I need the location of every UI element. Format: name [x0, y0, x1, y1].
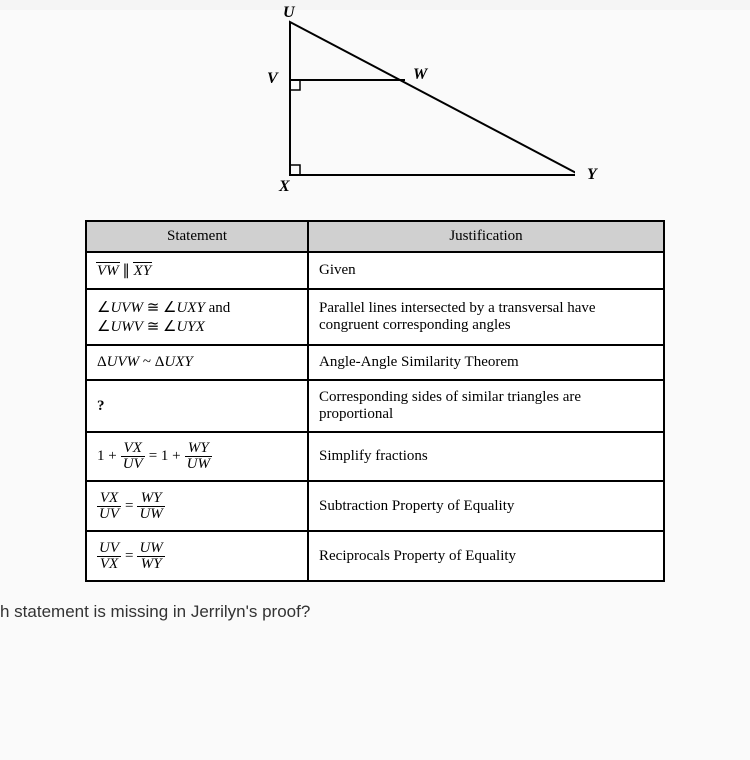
justification-cell: Subtraction Property of Equality	[308, 481, 664, 531]
table-row: VXUV = WYUW Subtraction Property of Equa…	[86, 481, 664, 531]
header-justification: Justification	[308, 221, 664, 252]
proof-table: Statement Justification VW ∥ XY Given ∠U…	[85, 220, 665, 582]
vertex-y: Y	[587, 166, 597, 184]
justification-cell: Reciprocals Property of Equality	[308, 531, 664, 581]
table-row: VW ∥ XY Given	[86, 252, 664, 289]
justification-cell: Corresponding sides of similar triangles…	[308, 380, 664, 432]
triangle-svg	[175, 10, 575, 200]
statement-cell: VXUV = WYUW	[86, 481, 308, 531]
question-text: h statement is missing in Jerrilyn's pro…	[0, 602, 750, 622]
statement-cell-missing: ?	[86, 380, 308, 432]
statement-cell: 1 + VXUV = 1 + WYUW	[86, 432, 308, 481]
statement-cell: ΔUVW ~ ΔUXY	[86, 345, 308, 380]
table-row: ΔUVW ~ ΔUXY Angle-Angle Similarity Theor…	[86, 345, 664, 380]
table-header-row: Statement Justification	[86, 221, 664, 252]
statement-cell: UVVX = UWWY	[86, 531, 308, 581]
table-row: ∠UVW ≅ ∠UXY and ∠UWV ≅ ∠UYX Parallel lin…	[86, 289, 664, 345]
header-statement: Statement	[86, 221, 308, 252]
justification-cell: Given	[308, 252, 664, 289]
justification-cell: Angle-Angle Similarity Theorem	[308, 345, 664, 380]
table-row: 1 + VXUV = 1 + WYUW Simplify fractions	[86, 432, 664, 481]
vertex-u: U	[283, 4, 295, 22]
justification-cell: Parallel lines intersected by a transver…	[308, 289, 664, 345]
vertex-v: V	[267, 70, 278, 88]
triangle-diagram: U V W X Y	[175, 10, 575, 200]
justification-cell: Simplify fractions	[308, 432, 664, 481]
table-row: ? Corresponding sides of similar triangl…	[86, 380, 664, 432]
vertex-w: W	[413, 66, 427, 84]
statement-cell: VW ∥ XY	[86, 252, 308, 289]
statement-cell: ∠UVW ≅ ∠UXY and ∠UWV ≅ ∠UYX	[86, 289, 308, 345]
vertex-x: X	[279, 178, 290, 196]
table-row: UVVX = UWWY Reciprocals Property of Equa…	[86, 531, 664, 581]
